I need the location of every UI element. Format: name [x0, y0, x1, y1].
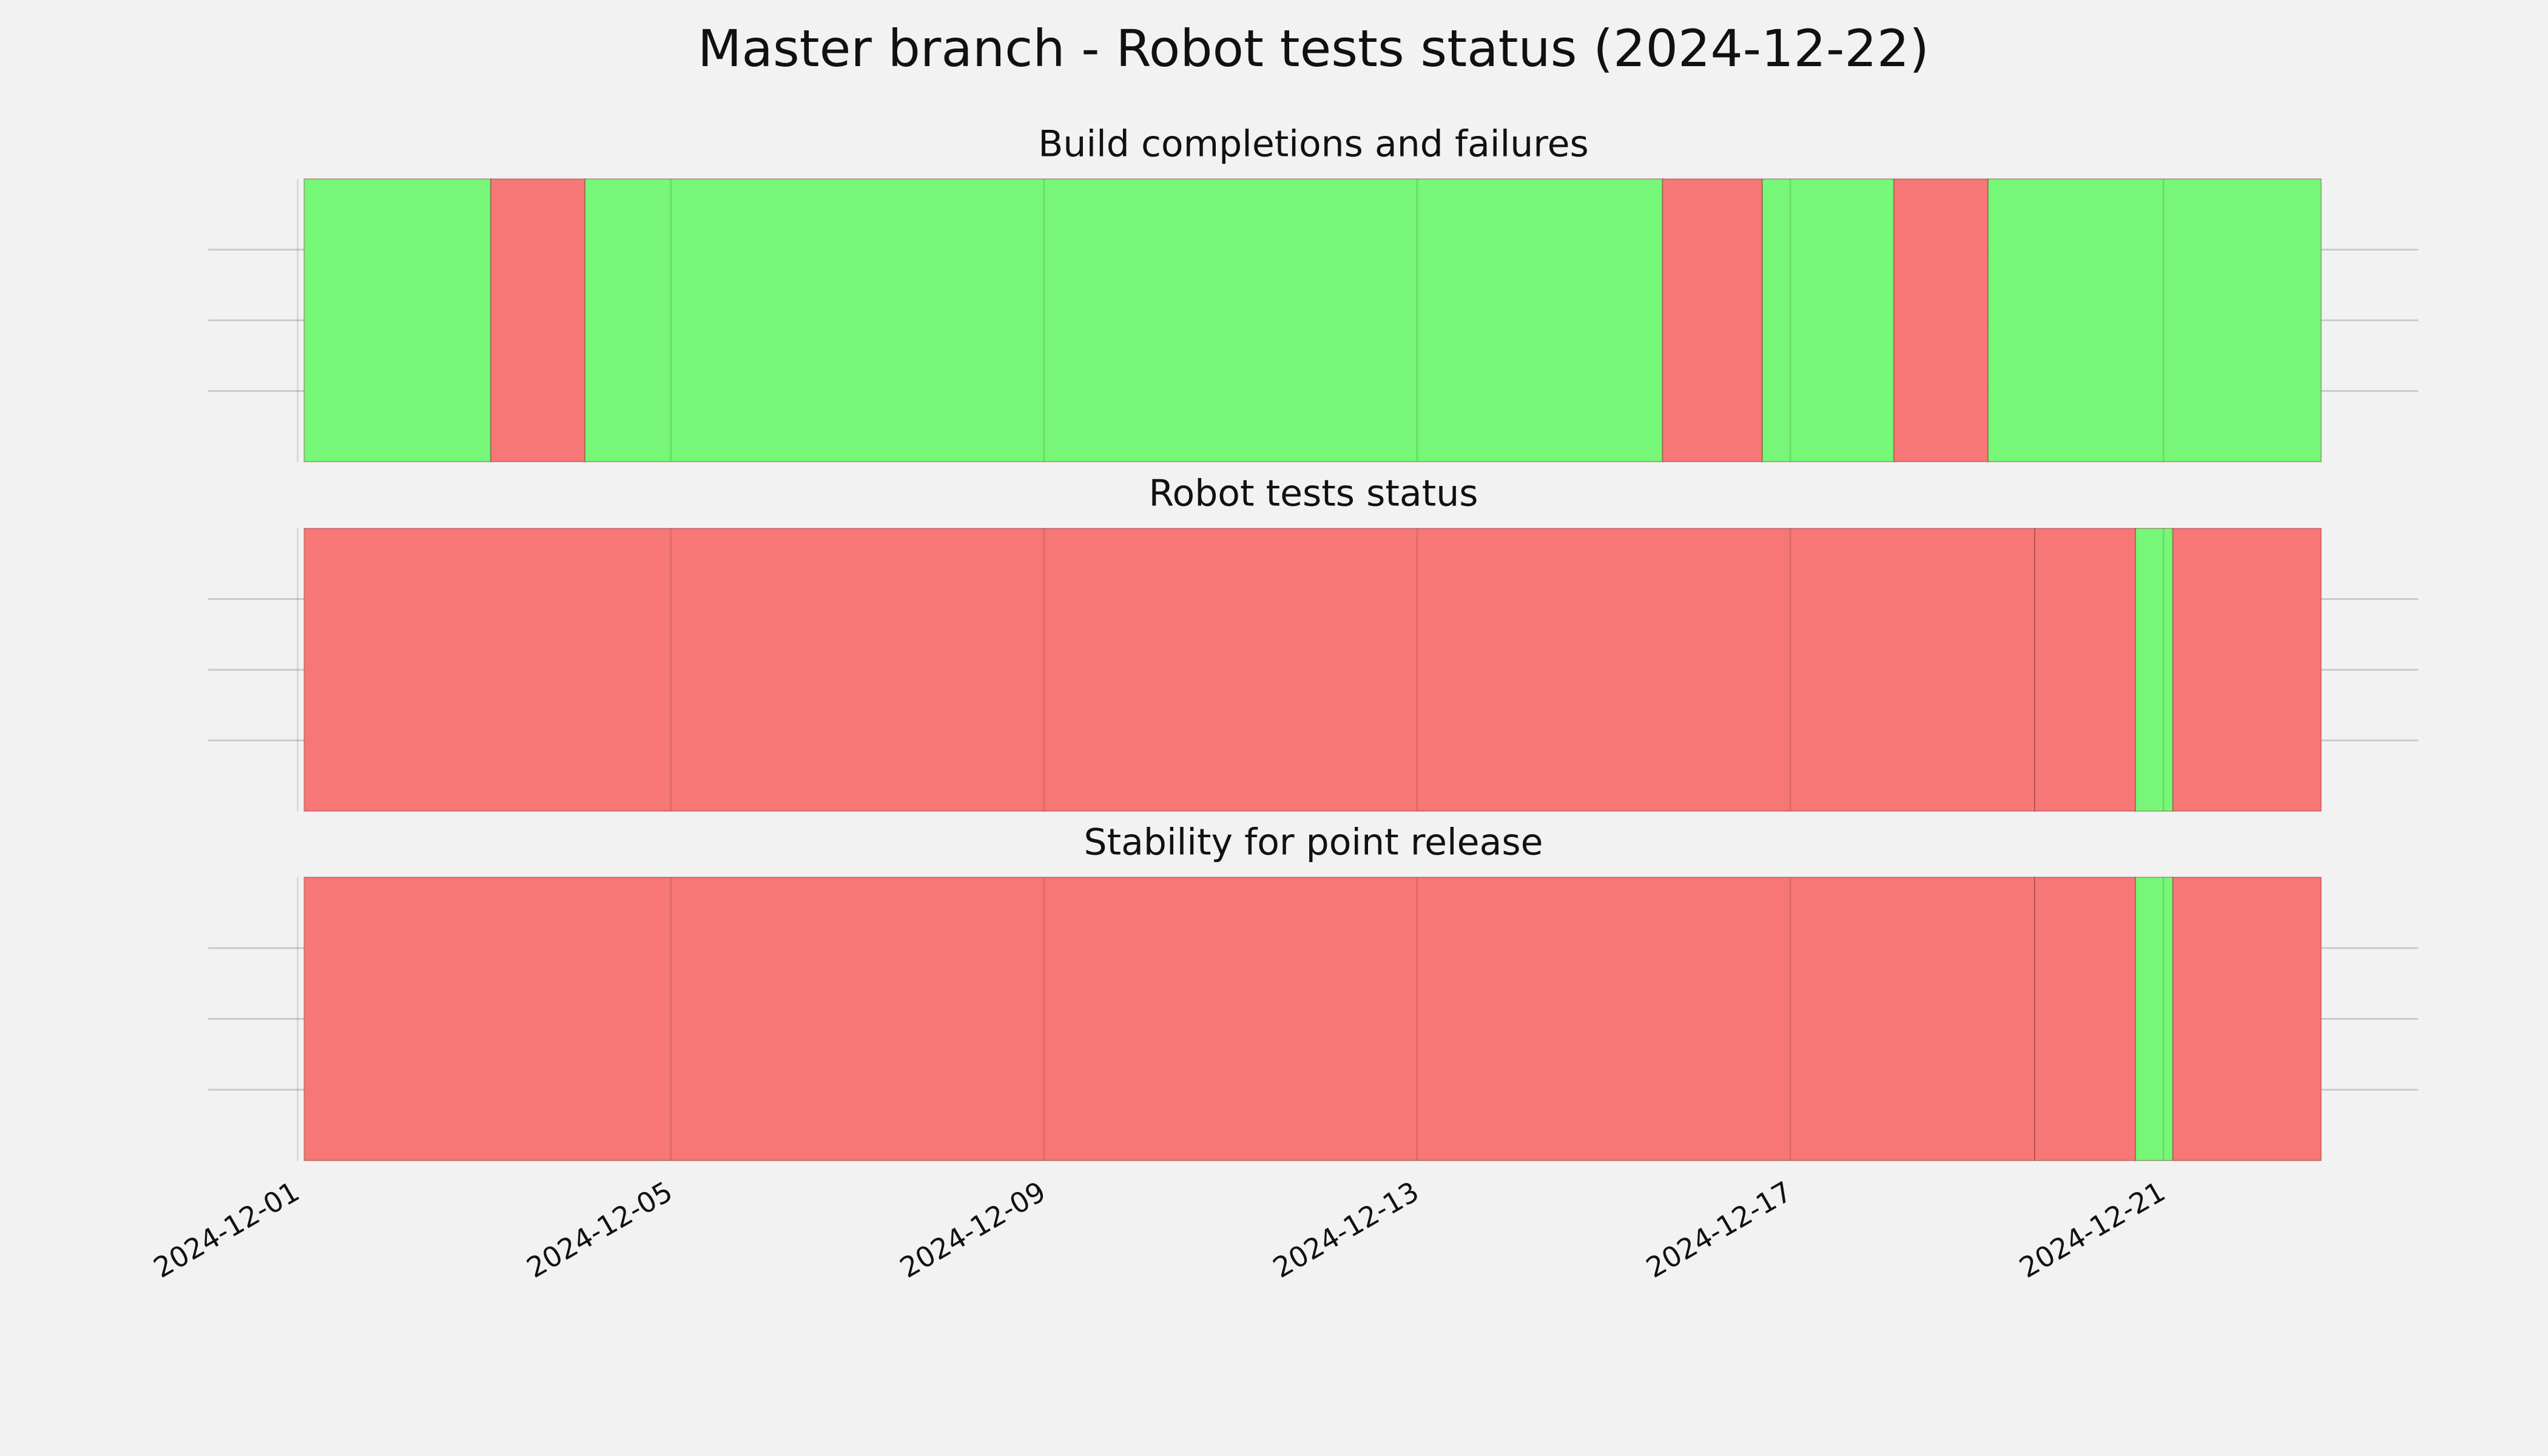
status-segment [2034, 528, 2137, 812]
status-segment [1987, 178, 2322, 462]
status-segment [303, 528, 2035, 812]
status-segment [303, 877, 2035, 1161]
status-segment [1893, 178, 1989, 462]
status-segment [2135, 877, 2174, 1161]
status-segment [1662, 178, 1763, 462]
status-segment [2172, 877, 2322, 1161]
status-segment [490, 178, 586, 462]
status-segment [1761, 178, 1895, 462]
status-segment [2135, 528, 2174, 812]
status-segment [2034, 877, 2137, 1161]
status-segment [303, 178, 491, 462]
panel-title: Build completions and failures [1038, 123, 1589, 166]
panel-title: Robot tests status [1148, 473, 1478, 515]
status-segment [584, 178, 1663, 462]
status-segment [2172, 528, 2322, 812]
figure-title: Master branch - Robot tests status (2024… [698, 19, 1929, 78]
panel-title: Stability for point release [1084, 821, 1543, 864]
